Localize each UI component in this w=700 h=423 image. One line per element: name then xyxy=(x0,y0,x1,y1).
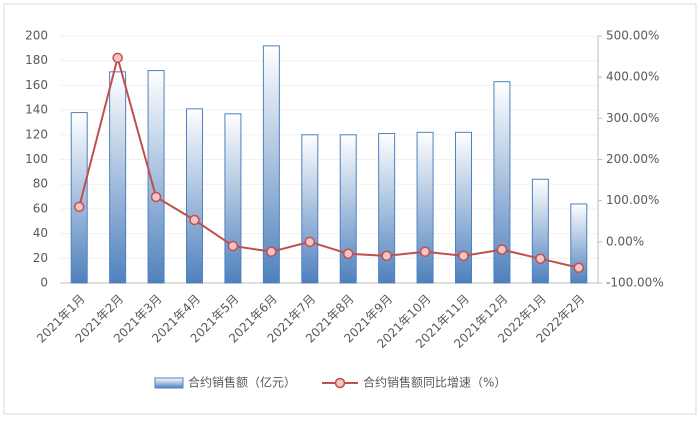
bar xyxy=(147,70,165,284)
bar xyxy=(570,203,588,284)
bar xyxy=(378,133,396,284)
y-tick-label: 0 xyxy=(40,276,48,290)
line-marker xyxy=(496,244,508,255)
y2-tick-label: 400.00% xyxy=(606,70,659,84)
y-tick-label: 120 xyxy=(25,127,48,141)
legend-label: 合约销售额同比增速（%） xyxy=(363,375,506,390)
y-tick-label: 80 xyxy=(33,177,48,191)
y-tick-label: 160 xyxy=(25,78,48,92)
y2-tick-label: 500.00% xyxy=(606,29,659,43)
line xyxy=(78,53,580,269)
line-marker xyxy=(419,246,431,257)
y-tick-label: 200 xyxy=(25,29,48,43)
line-marker xyxy=(189,214,200,226)
bar xyxy=(455,131,472,284)
y2-tick-label: 0.00% xyxy=(606,234,644,248)
bar xyxy=(262,45,280,284)
line-marker xyxy=(150,191,162,203)
line-marker xyxy=(304,236,316,248)
y2-tick-label: -100.00% xyxy=(606,276,664,290)
line-marker xyxy=(342,248,354,260)
line-marker xyxy=(381,250,392,262)
bar xyxy=(186,108,203,284)
bar xyxy=(531,178,549,284)
bar xyxy=(301,134,319,284)
y-tick-label: 140 xyxy=(25,103,48,117)
y-tick-label: 180 xyxy=(25,53,48,67)
y-tick-label: 20 xyxy=(33,251,48,265)
y2-tick-label: 200.00% xyxy=(606,152,659,166)
line-marker xyxy=(227,240,239,252)
y-tick-label: 60 xyxy=(33,201,48,215)
bar xyxy=(339,134,357,284)
bar xyxy=(109,71,127,284)
y-tick-label: 40 xyxy=(33,226,48,240)
bar xyxy=(70,112,88,284)
line-marker xyxy=(458,250,469,262)
bar xyxy=(224,113,242,284)
line-marker xyxy=(112,52,123,64)
legend-label: 合约销售额（亿元） xyxy=(188,375,296,390)
legend-marker xyxy=(334,377,346,389)
line-marker xyxy=(266,246,277,257)
bar xyxy=(493,81,511,284)
line-marker xyxy=(73,201,85,213)
line-marker xyxy=(535,253,546,264)
legend-swatch xyxy=(154,377,184,389)
y2-tick-label: 100.00% xyxy=(606,193,659,207)
y2-tick-label: 300.00% xyxy=(606,111,659,125)
line-marker xyxy=(573,262,585,274)
chart-frame xyxy=(3,3,697,415)
bar xyxy=(416,131,434,284)
y-tick-label: 100 xyxy=(25,152,48,166)
